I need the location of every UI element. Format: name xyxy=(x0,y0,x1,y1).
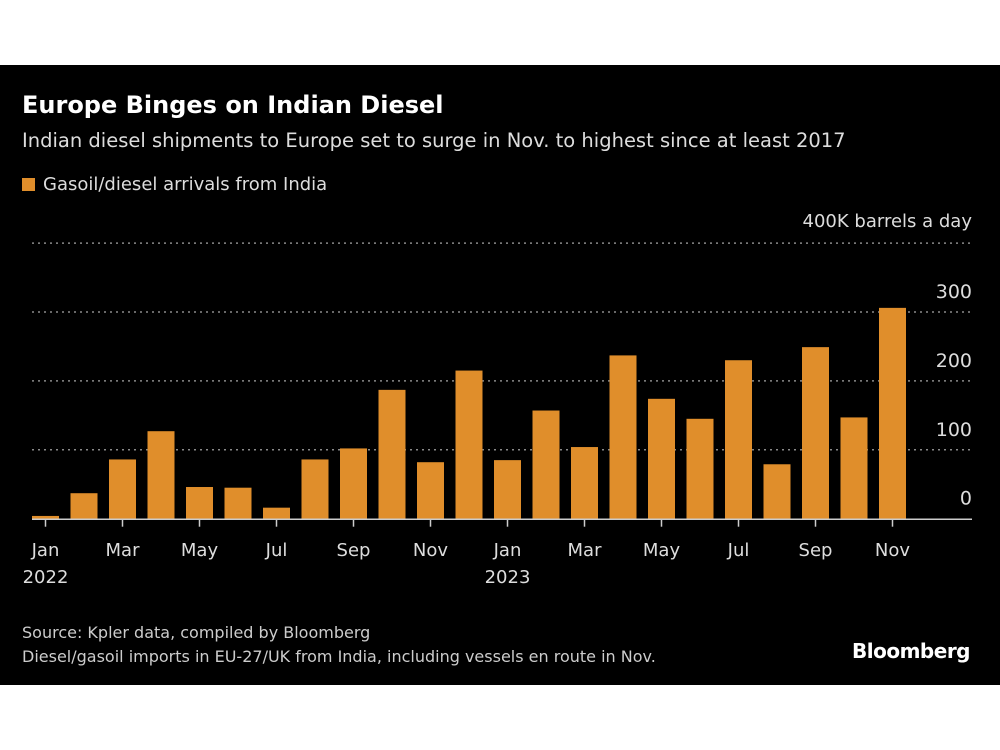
bar xyxy=(224,487,252,519)
bar xyxy=(840,417,868,519)
legend: Gasoil/diesel arrivals from India xyxy=(22,174,327,195)
x-tick-label: Nov xyxy=(413,540,448,561)
x-tick-label: Jul xyxy=(727,540,750,561)
bar xyxy=(802,347,829,519)
bar xyxy=(648,398,675,519)
bar xyxy=(455,370,483,519)
bar xyxy=(571,447,598,519)
x-tick-label: May xyxy=(643,540,681,561)
x-tick-label: Nov xyxy=(875,540,910,561)
bar xyxy=(686,418,714,519)
bar xyxy=(532,410,560,519)
bloomberg-logo: Bloomberg xyxy=(852,639,970,663)
legend-swatch xyxy=(22,178,35,191)
x-tick-label: Jan xyxy=(31,540,60,561)
y-tick-label: 200 xyxy=(936,350,972,372)
bar xyxy=(417,462,444,519)
bar xyxy=(494,460,521,519)
y-tick-label: 400K barrels a day xyxy=(803,211,973,232)
footnote: Diesel/gasoil imports in EU-27/UK from I… xyxy=(22,647,656,666)
bar xyxy=(378,389,406,519)
bar xyxy=(725,360,752,519)
x-tick-label: Sep xyxy=(799,540,833,561)
x-tick-label: Jan xyxy=(493,540,522,561)
y-tick-label: 0 xyxy=(960,488,972,510)
bar xyxy=(763,464,791,519)
bar xyxy=(32,515,59,519)
bar xyxy=(147,431,175,519)
x-tick-year: 2022 xyxy=(23,567,69,588)
bar xyxy=(263,507,290,519)
legend-label: Gasoil/diesel arrivals from India xyxy=(43,174,328,195)
x-tick-label: Sep xyxy=(337,540,371,561)
bar xyxy=(609,355,637,519)
bar xyxy=(186,487,213,519)
source-note: Source: Kpler data, compiled by Bloomber… xyxy=(22,623,371,642)
bar xyxy=(879,307,906,519)
x-tick-label: Mar xyxy=(106,540,141,561)
bar xyxy=(70,493,98,519)
chart-title: Europe Binges on Indian Diesel xyxy=(22,91,444,119)
x-tick-label: May xyxy=(181,540,219,561)
chart-panel: Europe Binges on Indian Diesel Indian di… xyxy=(0,65,1000,685)
x-tick-year: 2023 xyxy=(485,567,531,588)
y-tick-label: 300 xyxy=(936,281,972,303)
footer-notes: Source: Kpler data, compiled by Bloomber… xyxy=(22,621,656,669)
y-tick-label: 100 xyxy=(936,419,972,441)
chart-subtitle: Indian diesel shipments to Europe set to… xyxy=(22,129,846,152)
x-tick-label: Jul xyxy=(265,540,288,561)
bar xyxy=(301,459,329,519)
bar xyxy=(109,459,136,519)
x-tick-label: Mar xyxy=(568,540,603,561)
bar xyxy=(340,448,367,519)
